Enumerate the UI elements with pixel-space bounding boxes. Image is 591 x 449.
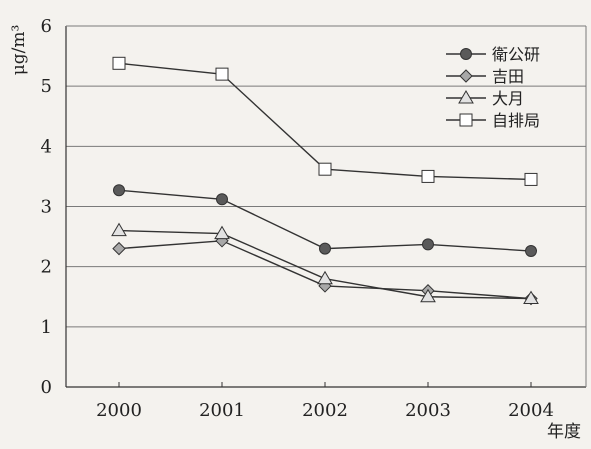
legend-marker [459,113,473,127]
data-point [215,67,229,81]
y-tick-label: 0 [41,377,52,398]
data-point [214,225,230,240]
y-tick-label: 3 [41,197,52,218]
legend-item: 衛公研 [446,45,540,64]
legend-marker [459,69,473,83]
x-tick-label: 2001 [199,400,245,421]
y-tick-label: 1 [41,317,52,338]
y-tick-label: 5 [41,76,52,97]
legend-item: 自排局 [446,111,540,130]
data-point [317,270,333,285]
series-line [118,189,532,252]
legend-label: 吉田 [492,67,524,86]
legend-marker [460,48,472,60]
y-tick-label: 4 [41,136,52,157]
legend-marker [458,90,474,104]
y-tick-label: 2 [41,257,52,278]
data-point [216,193,228,206]
data-point [318,162,332,176]
series-1 [113,184,537,258]
series-4 [112,56,538,186]
data-point [112,56,126,70]
legend-label: 大月 [492,89,524,108]
y-axis-title: μg/m³ [9,25,29,76]
legend-label: 衛公研 [492,45,540,64]
x-tick-label: 2004 [508,400,554,421]
data-point [523,290,539,305]
legend-item: 吉田 [446,67,524,86]
series-layer [111,56,539,306]
data-point [112,241,126,256]
data-point [525,245,537,258]
data-point [113,184,125,197]
series-3 [111,222,539,305]
data-point [319,242,331,255]
x-axis-title: 年度 [547,422,581,442]
legend-label: 自排局 [492,111,540,130]
data-point [420,288,436,303]
x-tick-label: 2003 [405,400,451,421]
x-tick-label: 2002 [302,400,348,421]
legend-item: 大月 [446,89,524,108]
y-tick-label: 6 [41,16,52,37]
data-point [524,172,538,186]
data-point [111,222,127,237]
x-tick-label: 2000 [96,400,142,421]
axis-layer: 0 1 2 3 4 5 6 2000 2001 2002 2003 2004 [41,16,587,421]
data-point [421,169,435,183]
data-point [422,238,434,251]
